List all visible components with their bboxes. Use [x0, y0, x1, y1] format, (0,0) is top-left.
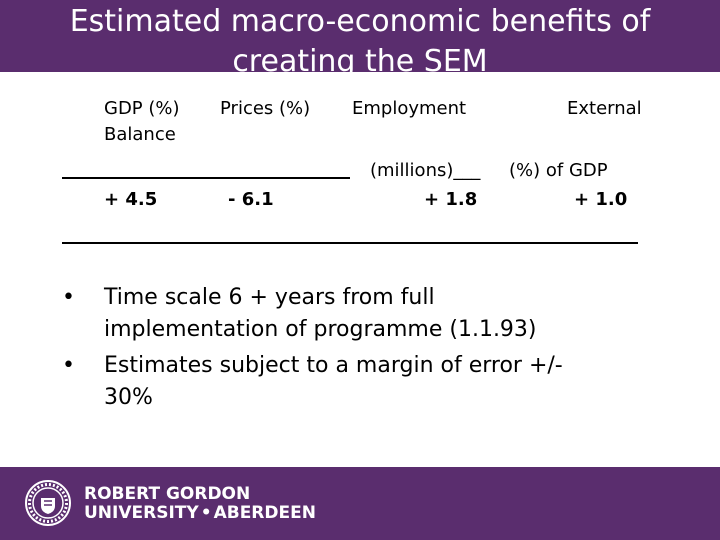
- header-prices: Prices (%): [220, 98, 311, 119]
- university-seal-icon: [25, 480, 71, 526]
- header-rule: [62, 177, 350, 179]
- table-bottom-rule: [62, 242, 638, 244]
- bullet-text-line-1: Estimates subject to a margin of error +…: [104, 353, 563, 378]
- bullet-item-timescale: • Time scale 6 + years from full impleme…: [62, 282, 662, 346]
- bullet-text-line-2: implementation of programme (1.1.93): [104, 317, 537, 342]
- title-bar: Estimated macro-economic benefits of cre…: [0, 0, 720, 72]
- logo-line-2: UNIVERSITY • ABERDEEN: [84, 504, 316, 523]
- value-employment: + 1.8: [424, 189, 478, 210]
- logo-word-aberdeen: ABERDEEN: [213, 503, 316, 523]
- header-gdp: GDP (%): [104, 98, 180, 119]
- logo-separator-dot: •: [200, 503, 212, 523]
- bullet-list: • Time scale 6 + years from full impleme…: [62, 282, 662, 418]
- value-gdp: + 4.5: [104, 189, 158, 210]
- title-line-1: Estimated macro-economic benefits of: [69, 4, 651, 39]
- bullet-marker: •: [62, 353, 75, 378]
- value-external: + 1.0: [574, 189, 628, 210]
- title-line-2: creating the SEM: [232, 44, 488, 72]
- header-external: External: [567, 98, 642, 119]
- bullet-text-line-1: Time scale 6 + years from full: [104, 285, 435, 310]
- logo-line-1: ROBERT GORDON: [84, 484, 251, 504]
- header-balance: Balance: [104, 124, 176, 145]
- value-prices: - 6.1: [228, 189, 274, 210]
- bullet-marker: •: [62, 285, 75, 310]
- bullet-item-estimates: • Estimates subject to a margin of error…: [62, 350, 662, 414]
- slide-title: Estimated macro-economic benefits of cre…: [0, 2, 720, 72]
- header-pct-gdp: (%) of GDP: [509, 160, 608, 181]
- bullet-text-line-2: 30%: [104, 385, 153, 410]
- header-millions: (millions)___: [370, 160, 481, 181]
- logo-word-university: UNIVERSITY: [84, 503, 199, 523]
- university-logo-text: ROBERT GORDON UNIVERSITY • ABERDEEN: [84, 485, 316, 523]
- footer-bar: ROBERT GORDON UNIVERSITY • ABERDEEN: [0, 467, 720, 540]
- header-employment: Employment: [352, 98, 467, 119]
